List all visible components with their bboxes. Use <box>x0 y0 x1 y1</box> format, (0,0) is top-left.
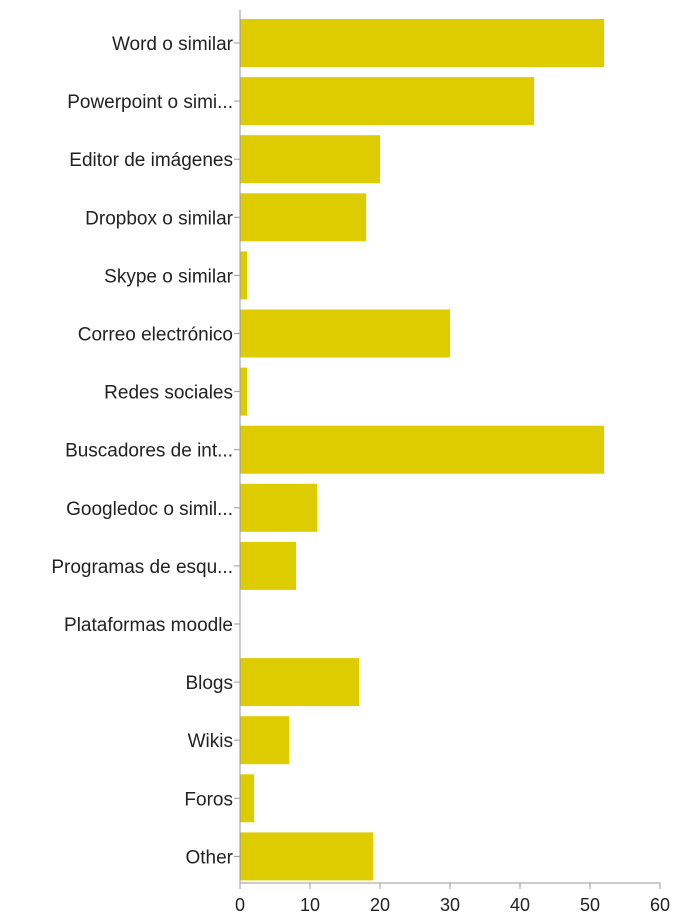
bar <box>240 774 254 823</box>
bar <box>240 193 366 242</box>
x-tick-label: 30 <box>440 895 460 915</box>
bar <box>240 716 289 765</box>
x-tick-label: 20 <box>370 895 390 915</box>
bar <box>240 77 534 126</box>
y-tick-label: Powerpoint o simi... <box>67 92 233 113</box>
bar <box>240 367 247 416</box>
bar <box>240 541 296 590</box>
y-tick-label: Buscadores de int... <box>65 441 233 462</box>
x-tick-label: 40 <box>510 895 530 915</box>
bar <box>240 251 247 300</box>
y-tick-label: Editor de imágenes <box>69 150 233 171</box>
bar <box>240 425 604 474</box>
x-tick-label: 0 <box>235 895 245 915</box>
y-tick-label: Plataformas moodle <box>64 615 233 636</box>
bar <box>240 483 317 532</box>
y-tick-label: Other <box>185 847 233 868</box>
y-tick-label: Foros <box>184 789 233 810</box>
y-tick-label: Wikis <box>188 731 233 752</box>
bar <box>240 135 380 184</box>
y-tick-label: Googledoc o simil... <box>66 499 233 520</box>
y-tick-label: Dropbox o similar <box>85 208 233 229</box>
x-tick-label: 10 <box>300 895 320 915</box>
bar <box>240 658 359 707</box>
y-tick-label: Word o similar <box>112 34 234 55</box>
x-tick-label: 50 <box>580 895 600 915</box>
bar <box>240 309 450 358</box>
y-tick-label: Skype o similar <box>104 266 233 287</box>
bar <box>240 832 373 881</box>
y-tick-label: Correo electrónico <box>78 325 233 346</box>
bar <box>240 19 604 67</box>
y-tick-label: Programas de esqu... <box>51 557 233 578</box>
y-tick-label: Redes sociales <box>104 383 233 404</box>
x-tick-label: 60 <box>650 895 670 915</box>
y-tick-label: Blogs <box>185 673 233 694</box>
